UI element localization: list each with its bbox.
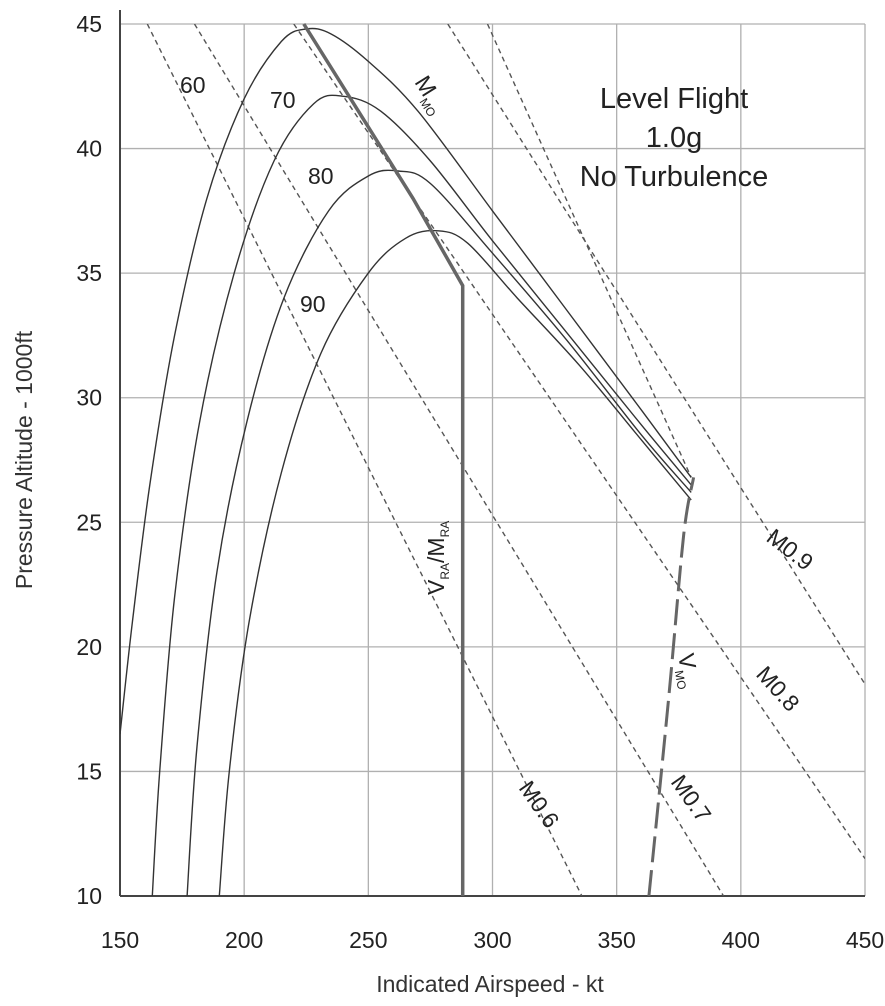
limit-lines [302, 23, 696, 897]
y-tick-label: 40 [76, 136, 102, 162]
grid [119, 10, 866, 897]
annotation-level-flight: Level Flight [600, 83, 748, 115]
y-tick-label: 30 [76, 385, 102, 411]
mach-line-m07 [193, 24, 725, 896]
mach-line-m08 [293, 24, 865, 859]
label-m08: M0.8 [751, 661, 805, 716]
mach-lines [146, 24, 865, 896]
x-tick-label: 150 [101, 927, 139, 953]
weight-curve-70 [151, 94, 692, 896]
limit-line-vmo [647, 477, 696, 897]
mach-line-mmo [486, 24, 692, 478]
x-axis-title: Indicated Airspeed - kt [376, 971, 604, 997]
y-tick-label: 35 [76, 260, 102, 286]
y-tick-label: 15 [76, 758, 102, 784]
mach-line-m06 [146, 24, 583, 896]
x-tick-label: 200 [225, 927, 263, 953]
limit-line-vra-mra [302, 23, 465, 896]
weight-curves [120, 27, 692, 896]
x-tick-label: 400 [722, 927, 760, 953]
label-mmo: MMO [406, 71, 452, 120]
weight-curve-80 [186, 169, 692, 896]
annotation-load-factor: 1.0g [646, 122, 702, 154]
tick-labels: 150 200 250 300 350 400 450 10 15 20 25 30 35 40 45 [76, 11, 884, 953]
y-axis-title: Pressure Altitude - 1000ft [11, 330, 37, 589]
curve-label-80: 80 [308, 163, 334, 189]
y-tick-label: 10 [76, 883, 102, 909]
label-vmo: VMO [669, 651, 705, 690]
label-m07: M0.7 [666, 770, 717, 827]
label-vra-mra: VRA/MRA [423, 521, 452, 595]
y-tick-label: 20 [76, 634, 102, 660]
curve-label-90: 90 [300, 291, 326, 317]
annotation-turbulence: No Turbulence [580, 161, 769, 193]
curve-label-70: 70 [270, 87, 296, 113]
label-m06: M0.6 [514, 776, 565, 833]
weight-curve-90 [218, 229, 692, 896]
mach-line-m09 [447, 24, 865, 685]
curve-label-60: 60 [180, 72, 206, 98]
x-tick-label: 450 [846, 927, 884, 953]
label-m09: M0.9 [762, 523, 818, 575]
x-tick-label: 250 [349, 927, 387, 953]
y-tick-label: 25 [76, 509, 102, 535]
x-tick-label: 350 [597, 927, 635, 953]
x-tick-label: 300 [473, 927, 511, 953]
weight-curve-60 [120, 27, 692, 735]
y-tick-label: 45 [76, 11, 102, 37]
